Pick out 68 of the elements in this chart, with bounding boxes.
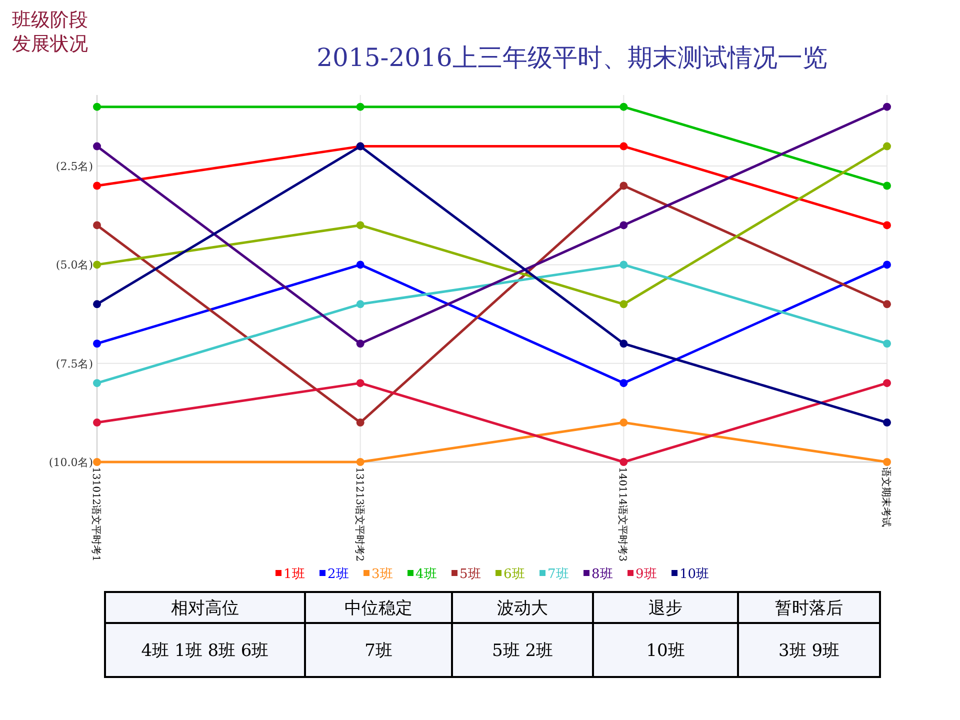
point — [620, 221, 628, 230]
point — [883, 418, 891, 427]
text: 5班 2班 — [492, 641, 554, 661]
point — [620, 458, 628, 466]
x-tick-label: 140114语文平时考3 — [616, 467, 629, 562]
text: 10班 — [646, 641, 685, 661]
point — [620, 379, 628, 388]
text: 退步 — [648, 598, 682, 618]
text: 中位稳定 — [344, 598, 412, 618]
point — [620, 418, 628, 427]
point — [620, 142, 628, 150]
legend-label: 2班 — [328, 567, 349, 582]
point — [883, 182, 891, 190]
legend-label: 5班 — [460, 567, 481, 582]
point — [356, 340, 364, 348]
text: 4班 1班 8班 6班 — [141, 641, 269, 661]
y-tick-label: (2.5名) — [56, 160, 93, 174]
text: 7班 — [364, 641, 392, 661]
point — [93, 182, 101, 190]
point — [356, 418, 364, 427]
point — [620, 260, 628, 269]
point — [883, 300, 891, 308]
legend-label: 1班 — [284, 567, 305, 582]
point — [620, 300, 628, 308]
point — [883, 142, 891, 150]
point — [93, 300, 101, 308]
point — [93, 221, 101, 230]
point — [620, 102, 628, 111]
point — [356, 221, 364, 230]
y-tick-label: (7.5名) — [56, 357, 93, 370]
point — [356, 458, 364, 466]
point — [93, 102, 101, 111]
point — [620, 182, 628, 190]
legend-label: 4班 — [416, 567, 437, 582]
x-tick-label: 131213语文平时考2 — [353, 467, 366, 562]
point — [356, 260, 364, 269]
point — [356, 300, 364, 308]
point — [883, 102, 891, 111]
text: 暂时落后 — [775, 598, 843, 618]
y-tick-label: (5.0名) — [56, 258, 93, 272]
text: 相对高位 — [171, 598, 239, 618]
point — [93, 418, 101, 427]
legend-label: 9班 — [636, 567, 657, 582]
x-tick-label: 131012语文平时考1 — [90, 467, 102, 562]
point — [883, 260, 891, 269]
chart-subtitle: 班级阶段发展状况 — [12, 9, 88, 55]
chart-title: 2015-2016上三年级平时、期末测试情况一览 — [316, 43, 828, 72]
legend-label: 7班 — [548, 567, 569, 582]
point — [883, 458, 891, 466]
point — [93, 379, 101, 388]
point — [93, 340, 101, 348]
point — [93, 458, 101, 466]
point — [883, 221, 891, 230]
point — [883, 340, 891, 348]
point — [356, 102, 364, 111]
point — [93, 260, 101, 269]
point — [93, 142, 101, 150]
y-tick-label: (10.0名) — [48, 456, 93, 469]
text: 3班 9班 — [778, 641, 840, 661]
point — [620, 340, 628, 348]
legend-label: 6班 — [504, 567, 525, 582]
x-tick-label: 语文期末考试 — [880, 467, 892, 527]
point — [883, 379, 891, 388]
legend-label: 8班 — [592, 567, 613, 582]
point — [356, 379, 364, 388]
legend-label: 10班 — [680, 567, 710, 582]
text: 波动大 — [497, 598, 548, 618]
legend-label: 3班 — [372, 567, 393, 582]
